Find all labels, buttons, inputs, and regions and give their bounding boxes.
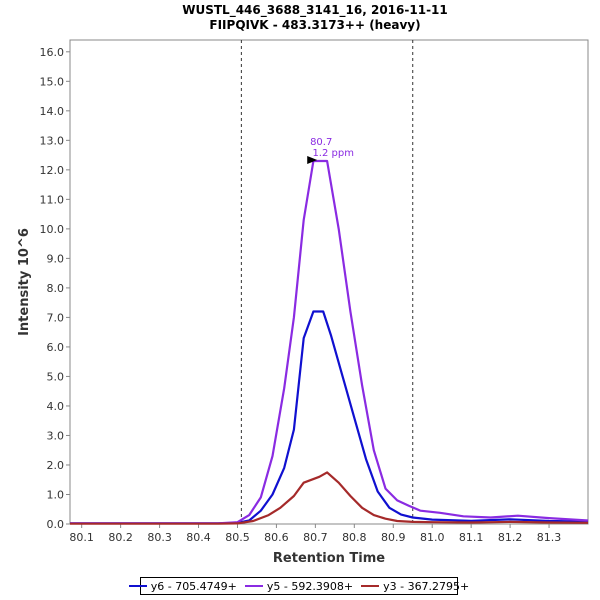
y-tick-label: 7.0 [47, 311, 65, 324]
x-axis-ticks: 80.1 80.2 80.3 80.4 80.5 80.6 80.7 80.8 80.9 81.0… [69, 524, 561, 544]
y-tick-label: 15.0 [40, 75, 65, 88]
y-tick-label: 10.0 [40, 223, 65, 236]
y-tick-label: 5.0 [47, 370, 65, 383]
x-tick-label: 81.3 [537, 531, 562, 544]
x-tick-label: 81.1 [459, 531, 484, 544]
y-axis-label: Intensity 10^6 [17, 228, 32, 336]
x-tick-label: 80.2 [108, 531, 133, 544]
peak-time-label: 80.7 [310, 137, 332, 148]
x-axis-label: Retention Time [273, 551, 385, 566]
legend-item: y6 - 705.4749+ [128, 579, 237, 593]
y-tick-label: 2.0 [47, 459, 65, 472]
peak-annotation: 80.7 1.2 ppm [307, 137, 354, 164]
y-tick-label: 1.0 [47, 488, 65, 501]
x-tick-label: 80.7 [303, 531, 328, 544]
peak-marker-arrow [307, 156, 318, 164]
x-tick-label: 80.6 [264, 531, 289, 544]
legend-item: y5 - 592.3908+ [244, 579, 354, 593]
peak-boundaries [240, 40, 414, 524]
series-lines [70, 159, 589, 525]
x-tick-label: 80.4 [186, 531, 211, 544]
legend-label: y3 - 367.2795+ [383, 579, 470, 593]
y-tick-label: 3.0 [47, 429, 65, 442]
x-tick-label: 80.5 [225, 531, 250, 544]
x-tick-label: 80.3 [147, 531, 172, 544]
legend-label: y5 - 592.3908+ [266, 579, 354, 593]
y-axis-ticks: 0.0 1.0 2.0 3.0 4.0 5.0 6.0 7.0 8.0 9.0 10.0 11.0 12… [40, 46, 70, 531]
legend-swatch [361, 585, 380, 587]
legend-label: y6 - 705.4749+ [150, 579, 237, 593]
y-tick-label: 4.0 [47, 400, 65, 413]
y-tick-label: 11.0 [40, 193, 65, 206]
y-tick-label: 9.0 [47, 252, 65, 265]
x-tick-label: 80.1 [69, 531, 94, 544]
x-tick-label: 80.8 [342, 531, 367, 544]
legend-swatch [128, 585, 147, 587]
chart-title: WUSTL_446_3688_3141_16, 2016-11-11 [182, 3, 448, 18]
plot-area [69, 39, 589, 525]
y-tick-label: 13.0 [40, 134, 65, 147]
series-line-3 [70, 471, 589, 525]
x-tick-label: 81.0 [420, 531, 445, 544]
legend: y6 - 705.4749+ y5 - 592.3908+ y3 - 367.279… [128, 577, 469, 595]
y-tick-label: 0.0 [47, 518, 65, 531]
legend-swatch [244, 585, 263, 587]
chart-subtitle: FIIPQIVK - 483.3173++ (heavy) [209, 18, 420, 32]
y-tick-label: 6.0 [47, 341, 65, 354]
peak-ppm-label: 1.2 ppm [312, 148, 354, 159]
y-tick-label: 12.0 [40, 164, 65, 177]
y-tick-label: 8.0 [47, 282, 65, 295]
legend-item: y3 - 367.2795+ [361, 580, 469, 593]
x-tick-label: 80.9 [381, 531, 406, 544]
series-line-2 [70, 159, 589, 525]
y-tick-label: 14.0 [40, 105, 65, 118]
x-tick-label: 81.2 [498, 531, 523, 544]
y-tick-label: 16.0 [40, 46, 65, 59]
